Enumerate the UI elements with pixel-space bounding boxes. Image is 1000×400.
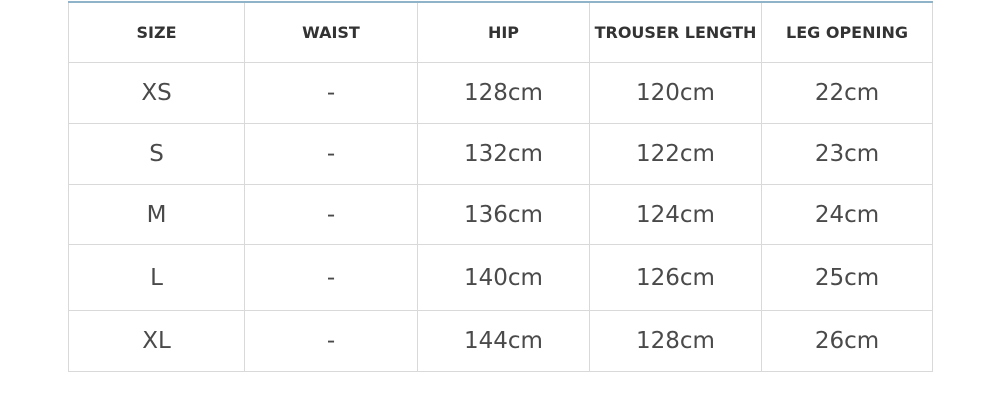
table-cell: 22cm — [761, 62, 933, 124]
table-cell: 24cm — [761, 184, 933, 245]
header-cell: TROUSER LENGTH — [589, 1, 762, 63]
table-cell: 124cm — [589, 184, 762, 245]
header-row: SIZE WAIST HIP TROUSER LENGTH LEG OPENING — [68, 1, 933, 63]
size-table: SIZE WAIST HIP TROUSER LENGTH LEG OPENING XS… — [68, 1, 933, 372]
table-cell: - — [244, 310, 418, 372]
table-cell: 144cm — [417, 310, 590, 372]
table-row: XL -144cm 128cm 26cm — [68, 310, 933, 372]
header-cell: LEG OPENING — [761, 1, 933, 63]
table-cell: S — [68, 123, 245, 185]
table-cell: - — [244, 184, 418, 245]
header-cell: SIZE — [68, 1, 245, 63]
table-cell: 26cm — [761, 310, 933, 372]
table-cell: L — [68, 244, 245, 311]
table-cell: - — [244, 62, 418, 124]
table-cell: M — [68, 184, 245, 245]
table-row: XS -128cm 120cm 22cm — [68, 62, 933, 124]
table-body: XS -128cm 120cm 22cm S -132cm 122cm 23cm M -136cm… — [68, 62, 933, 372]
table-cell: 128cm — [589, 310, 762, 372]
table-cell: XS — [68, 62, 245, 124]
table-cell: - — [244, 244, 418, 311]
table-cell: 120cm — [589, 62, 762, 124]
table-cell: XL — [68, 310, 245, 372]
table-row: S -132cm 122cm 23cm — [68, 123, 933, 185]
table-cell: 122cm — [589, 123, 762, 185]
table-cell: 126cm — [589, 244, 762, 311]
table-row: L -140cm 126cm 25cm — [68, 244, 933, 311]
table-cell: 132cm — [417, 123, 590, 185]
header-cell: WAIST — [244, 1, 418, 63]
table-row: M -136cm 124cm 24cm — [68, 184, 933, 245]
table-cell: 128cm — [417, 62, 590, 124]
table-cell: - — [244, 123, 418, 185]
table-cell: 136cm — [417, 184, 590, 245]
table-cell: 25cm — [761, 244, 933, 311]
table-cell: 140cm — [417, 244, 590, 311]
table-cell: 23cm — [761, 123, 933, 185]
header-cell: HIP — [417, 1, 590, 63]
